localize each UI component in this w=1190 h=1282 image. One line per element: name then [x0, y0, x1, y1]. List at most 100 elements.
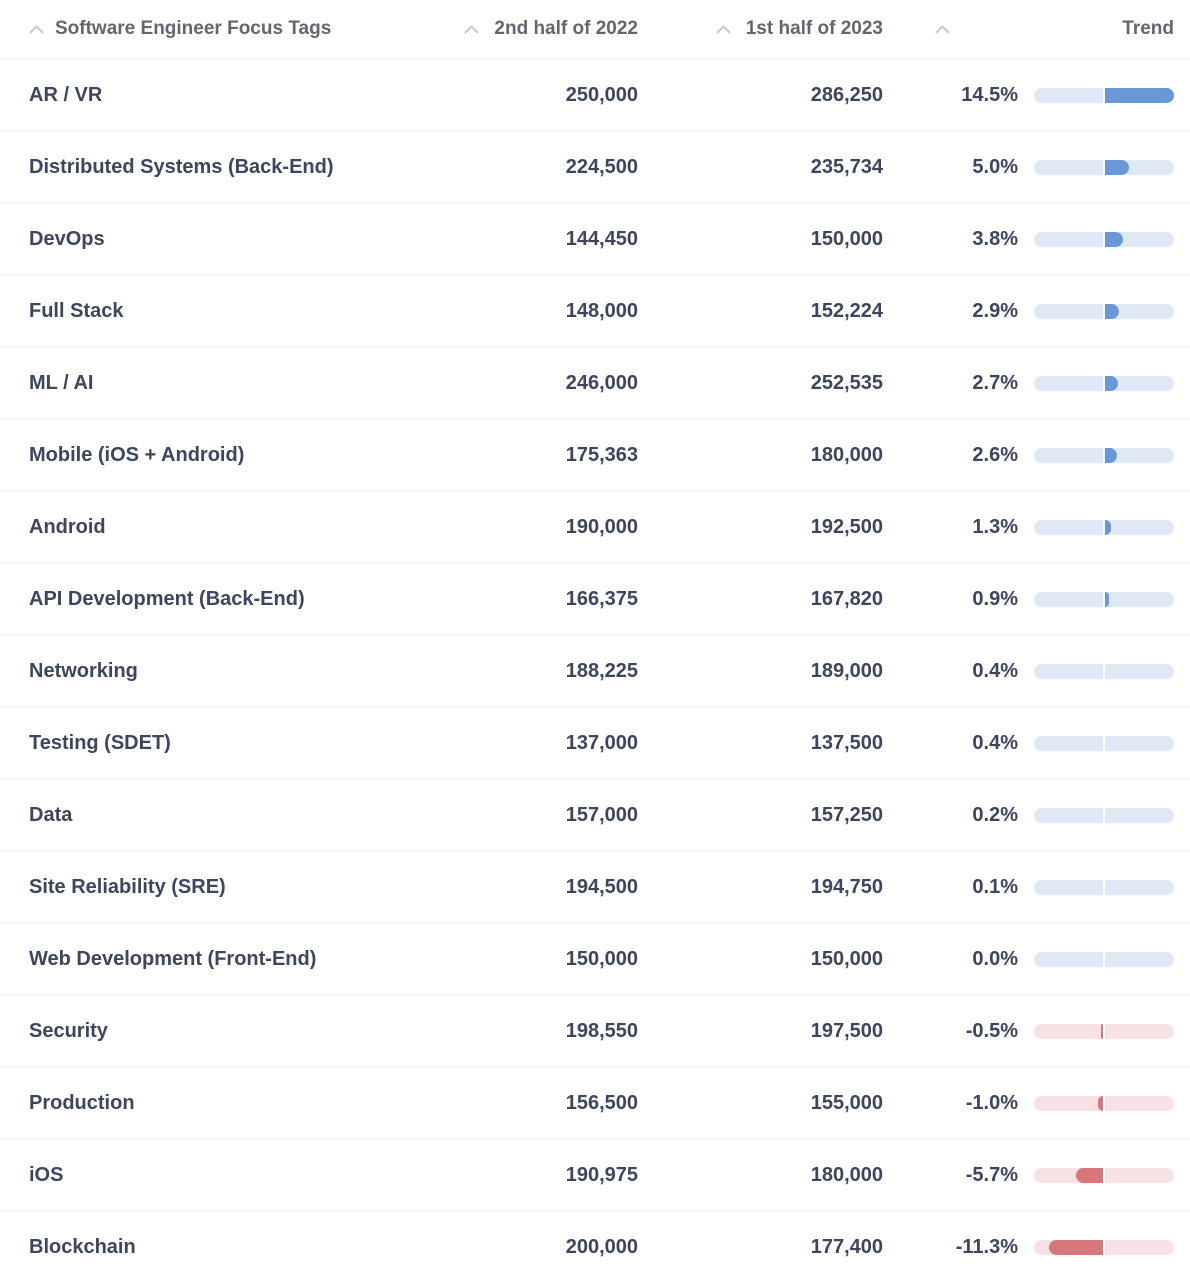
salary-1st-half-2023-value: 150,000: [810, 947, 883, 970]
salary-2nd-half-2022-value: 148,000: [565, 299, 638, 322]
trend-bar-track-left: [1034, 519, 1103, 535]
salary-2nd-half-2022-value: 200,000: [565, 1235, 638, 1258]
trend-bar-track-left: [1034, 1095, 1103, 1111]
salary-2nd-half-2022-value: 250,000: [565, 83, 638, 106]
trend-bar-fill: [1105, 303, 1119, 319]
trend-bar-track-right: [1105, 663, 1174, 679]
table-row: Production 156,500 155,000 -1.0%: [0, 1066, 1190, 1138]
sort-caret-icon: [29, 25, 44, 34]
trend-bar-fill: [1098, 1095, 1103, 1111]
trend-bar-track-right: [1105, 1023, 1174, 1039]
pct-change-value: 0.0%: [972, 947, 1018, 970]
trend-bar: [1034, 447, 1174, 463]
trend-bar-track-right: [1105, 447, 1174, 463]
salary-2nd-half-2022-value: 246,000: [565, 371, 638, 394]
salary-1st-half-2023-value: 155,000: [810, 1091, 883, 1114]
salary-1st-half-2023-value: 150,000: [810, 227, 883, 250]
column-header-label: Software Engineer Focus Tags: [55, 18, 332, 39]
trend-bar: [1034, 951, 1174, 967]
pct-change-value: 0.4%: [972, 659, 1018, 682]
trend-cell: [1018, 519, 1174, 535]
trend-bar-track-right: [1105, 879, 1174, 895]
trend-bar: [1034, 663, 1174, 679]
trend-bar-fill: [1105, 159, 1129, 175]
trend-cell: [1018, 1167, 1174, 1183]
trend-bar: [1034, 87, 1174, 103]
trend-bar-track-right: [1105, 1167, 1174, 1183]
focus-tag-label: Production: [29, 1091, 135, 1114]
trend-bar-fill: [1100, 1023, 1103, 1039]
salary-1st-half-2023-value: 167,820: [810, 587, 883, 610]
salary-1st-half-2023-value: 180,000: [810, 1163, 883, 1186]
salary-2nd-half-2022-value: 224,500: [565, 155, 638, 178]
focus-tag-label: Security: [29, 1019, 108, 1042]
pct-change-value: 3.8%: [972, 227, 1018, 250]
pct-change-value: 0.1%: [972, 875, 1018, 898]
trend-bar-track-right: [1105, 1239, 1174, 1255]
trend-cell: [1018, 231, 1174, 247]
trend-bar: [1034, 879, 1174, 895]
salary-1st-half-2023-value: 157,250: [810, 803, 883, 826]
column-header-label: 1st half of 2023: [745, 18, 883, 39]
salary-1st-half-2023-value: 192,500: [810, 515, 883, 538]
table-row: ML / AI 246,000 252,535 2.7%: [0, 346, 1190, 418]
column-header-trend: Trend: [1018, 18, 1174, 40]
table-row: DevOps 144,450 150,000 3.8%: [0, 202, 1190, 274]
pct-change-value: 2.6%: [972, 443, 1018, 466]
sort-caret-icon: [716, 25, 731, 34]
focus-tag-label: DevOps: [29, 227, 105, 250]
trend-cell: [1018, 663, 1174, 679]
table-row: Networking 188,225 189,000 0.4%: [0, 634, 1190, 706]
column-header-pct-change[interactable]: [883, 25, 1018, 34]
trend-bar-track-right: [1105, 519, 1174, 535]
column-header-1st-half-2023[interactable]: 1st half of 2023: [638, 18, 883, 40]
focus-tag-label: Android: [29, 515, 106, 538]
table-row: Blockchain 200,000 177,400 -11.3%: [0, 1210, 1190, 1282]
trend-cell: [1018, 807, 1174, 823]
salary-2nd-half-2022-value: 144,450: [565, 227, 638, 250]
trend-bar: [1034, 231, 1174, 247]
table-body: AR / VR 250,000 286,250 14.5% Distribute…: [0, 58, 1190, 1282]
trend-bar-track-left: [1034, 447, 1103, 463]
trend-bar: [1034, 375, 1174, 391]
trend-cell: [1018, 375, 1174, 391]
trend-cell: [1018, 447, 1174, 463]
focus-tag-label: Full Stack: [29, 299, 124, 322]
table-row: API Development (Back-End) 166,375 167,8…: [0, 562, 1190, 634]
pct-change-value: -0.5%: [965, 1019, 1018, 1042]
pct-change-value: -11.3%: [955, 1235, 1018, 1258]
trend-bar-track-right: [1105, 1095, 1174, 1111]
pct-change-value: 2.7%: [972, 371, 1018, 394]
trend-bar-track-left: [1034, 1023, 1103, 1039]
salary-2nd-half-2022-value: 156,500: [565, 1091, 638, 1114]
table-row: AR / VR 250,000 286,250 14.5%: [0, 58, 1190, 130]
pct-change-value: 14.5%: [961, 83, 1018, 106]
column-header-focus-tags[interactable]: Software Engineer Focus Tags: [29, 18, 409, 40]
table-row: Android 190,000 192,500 1.3%: [0, 490, 1190, 562]
column-header-2nd-half-2022[interactable]: 2nd half of 2022: [409, 18, 638, 40]
pct-change-value: -5.7%: [965, 1163, 1018, 1186]
table-header-row: Software Engineer Focus Tags 2nd half of…: [0, 0, 1190, 58]
trend-bar-track-left: [1034, 303, 1103, 319]
focus-tag-label: iOS: [29, 1163, 64, 1186]
focus-tag-label: API Development (Back-End): [29, 587, 305, 610]
pct-change-value: 2.9%: [972, 299, 1018, 322]
salary-2nd-half-2022-value: 190,000: [565, 515, 638, 538]
salary-1st-half-2023-value: 286,250: [810, 83, 883, 106]
trend-bar-fill: [1049, 1239, 1103, 1255]
trend-bar-track-right: [1105, 375, 1174, 391]
trend-cell: [1018, 303, 1174, 319]
focus-tag-label: Blockchain: [29, 1235, 136, 1258]
trend-cell: [1018, 879, 1174, 895]
salary-2nd-half-2022-value: 188,225: [565, 659, 638, 682]
column-header-label: Trend: [1122, 18, 1174, 39]
trend-bar: [1034, 159, 1174, 175]
salary-2nd-half-2022-value: 198,550: [565, 1019, 638, 1042]
table-row: Mobile (iOS + Android) 175,363 180,000 2…: [0, 418, 1190, 490]
table-row: Security 198,550 197,500 -0.5%: [0, 994, 1190, 1066]
trend-bar-track-left: [1034, 375, 1103, 391]
trend-cell: [1018, 591, 1174, 607]
table-row: Site Reliability (SRE) 194,500 194,750 0…: [0, 850, 1190, 922]
trend-bar-track-left: [1034, 87, 1103, 103]
